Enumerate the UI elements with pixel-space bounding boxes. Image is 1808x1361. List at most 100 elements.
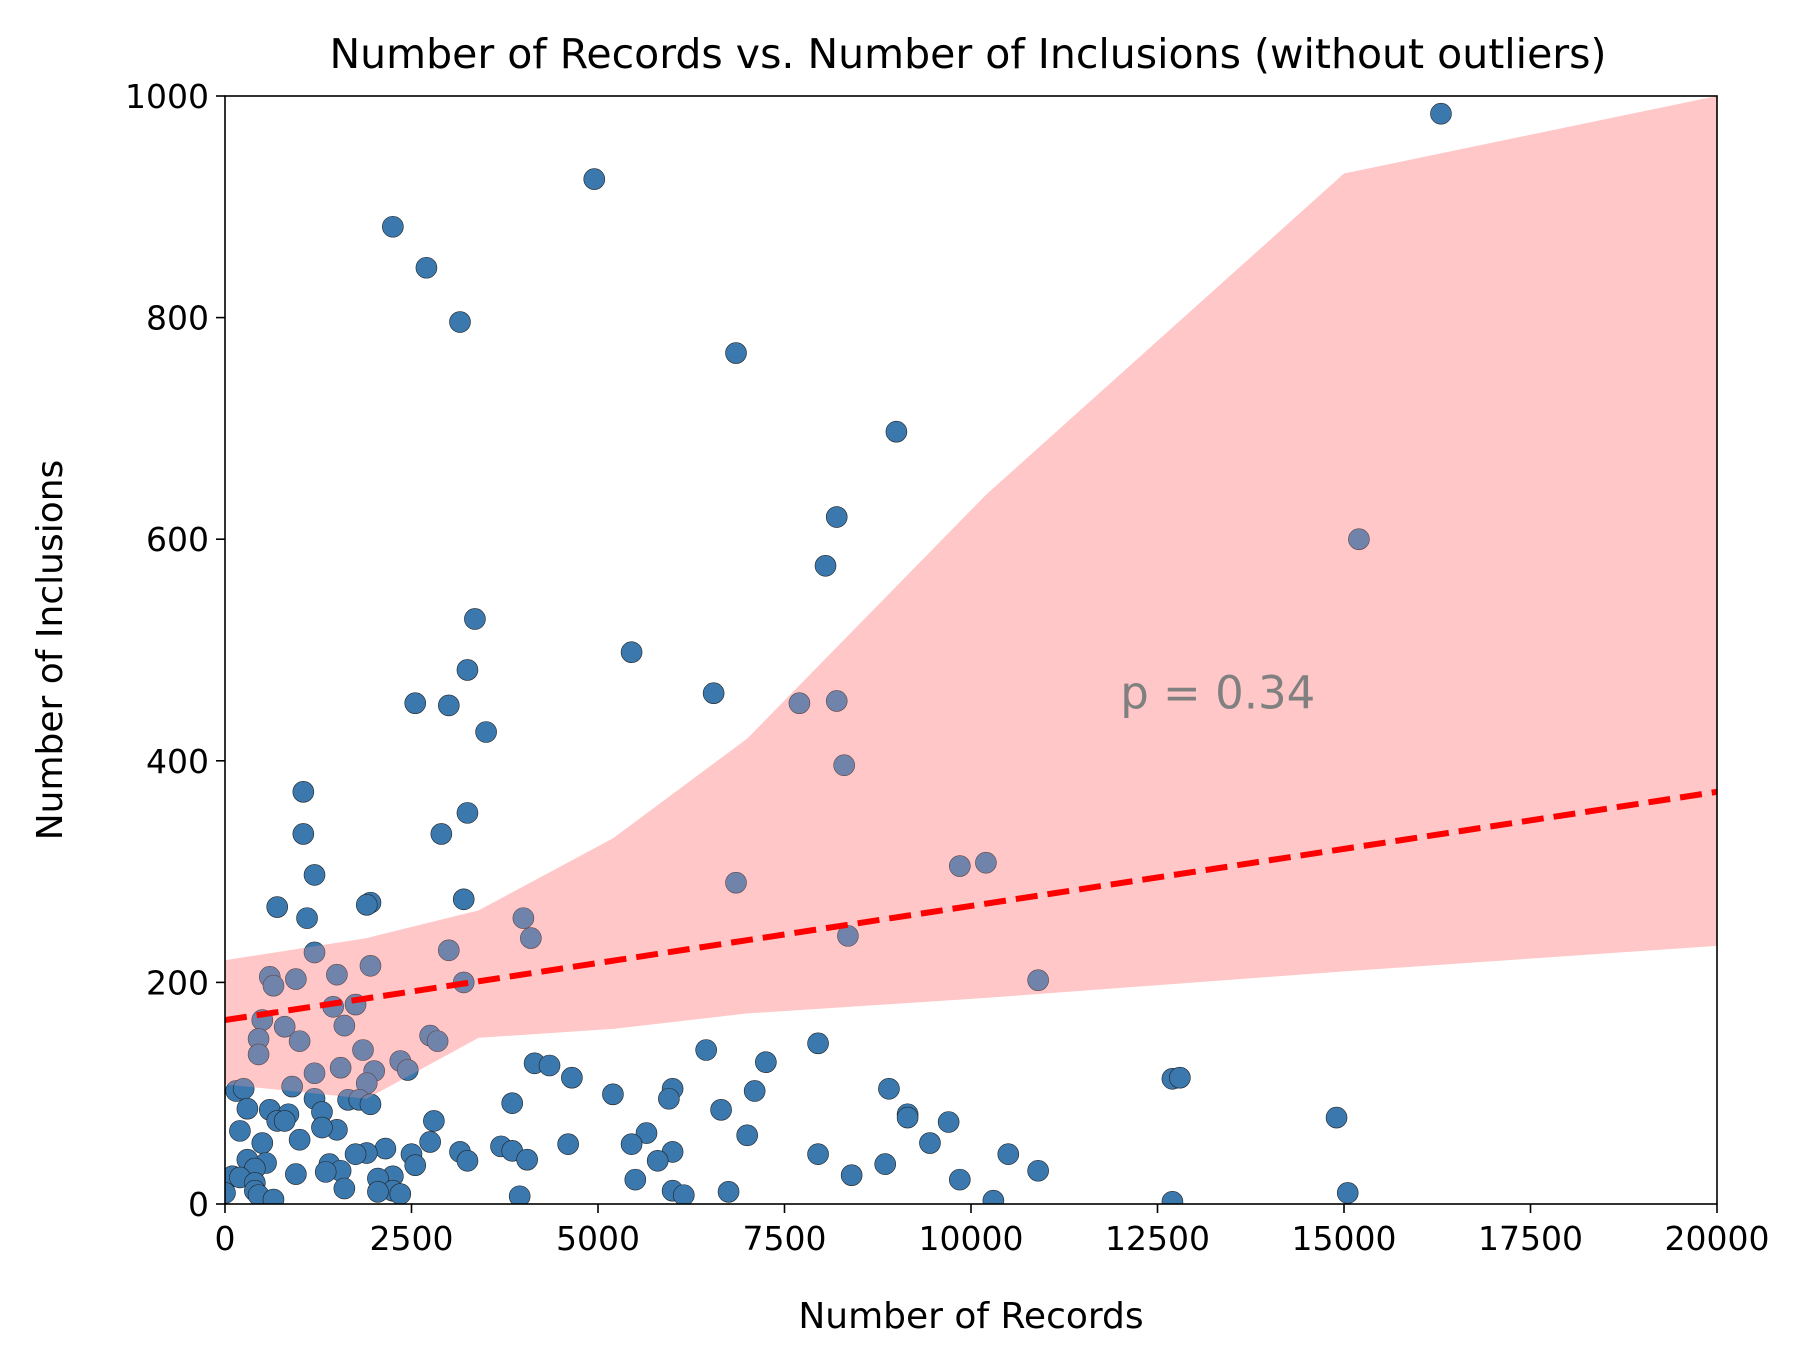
data-point xyxy=(620,1133,643,1155)
data-point xyxy=(437,939,460,962)
data-point xyxy=(355,894,378,916)
data-point xyxy=(997,1143,1020,1165)
data-point xyxy=(1348,528,1370,551)
data-point xyxy=(430,823,453,845)
data-point xyxy=(456,1149,479,1172)
data-point xyxy=(919,1132,941,1154)
data-point xyxy=(710,1099,732,1121)
data-point xyxy=(404,1154,427,1177)
data-point xyxy=(743,1080,766,1102)
y-tick-label: 0 xyxy=(188,1185,209,1224)
data-point xyxy=(329,1056,352,1079)
data-point xyxy=(333,1014,356,1037)
data-point xyxy=(303,864,326,886)
data-point xyxy=(825,690,848,712)
x-tick-label: 15000 xyxy=(1292,1219,1397,1258)
data-point xyxy=(725,342,747,364)
x-tick-label: 12500 xyxy=(1105,1219,1210,1258)
y-axis-ticks: 0 200 400 600 800 1000 xyxy=(125,77,225,1224)
p-value-annotation: p = 0.34 xyxy=(1120,666,1315,719)
data-point xyxy=(512,907,535,929)
data-point xyxy=(807,1143,829,1165)
data-point xyxy=(1325,1106,1348,1129)
y-tick-label: 600 xyxy=(146,520,209,559)
data-point xyxy=(702,682,725,705)
data-point xyxy=(423,1110,445,1132)
data-point xyxy=(396,1059,419,1081)
data-point xyxy=(374,1137,397,1160)
data-point xyxy=(538,1054,561,1077)
data-point xyxy=(646,1149,669,1172)
data-point xyxy=(314,1161,337,1183)
y-tick-label: 400 xyxy=(146,742,209,781)
data-point xyxy=(561,1066,583,1089)
confidence-band-overlay xyxy=(225,96,1717,1099)
data-point xyxy=(672,1184,695,1204)
data-point xyxy=(1161,1190,1184,1204)
data-point xyxy=(508,1185,531,1204)
data-point xyxy=(288,1128,311,1151)
x-tick-label: 5000 xyxy=(556,1219,640,1258)
data-point xyxy=(288,1030,311,1052)
data-point xyxy=(1336,1182,1359,1204)
x-tick-label: 7500 xyxy=(743,1219,827,1258)
data-point xyxy=(281,1075,303,1098)
x-tick-label: 20000 xyxy=(1665,1219,1770,1258)
data-point xyxy=(658,1087,680,1110)
data-point xyxy=(788,692,811,714)
data-point xyxy=(878,1077,900,1100)
data-point xyxy=(326,963,348,986)
data-point xyxy=(635,1122,658,1144)
data-point xyxy=(1027,1159,1049,1182)
data-point xyxy=(1430,102,1452,125)
data-point xyxy=(874,1153,897,1175)
y-tick-label: 1000 xyxy=(125,77,209,116)
data-point xyxy=(896,1106,919,1129)
data-point xyxy=(1027,969,1049,991)
data-point xyxy=(982,1189,1005,1204)
regression-line-layer xyxy=(225,788,1717,1024)
x-tick-label: 17500 xyxy=(1478,1219,1583,1258)
data-point xyxy=(426,1030,449,1052)
data-point xyxy=(262,974,285,997)
y-tick-label: 800 xyxy=(146,299,209,338)
data-point xyxy=(303,941,326,964)
data-point xyxy=(885,420,908,443)
data-point xyxy=(344,1143,367,1165)
data-point xyxy=(717,1181,740,1203)
data-point xyxy=(273,1110,296,1132)
data-point xyxy=(725,871,747,894)
data-point xyxy=(825,506,848,528)
data-point xyxy=(367,1181,389,1203)
data-point xyxy=(419,1131,441,1153)
data-point xyxy=(292,823,315,845)
data-point xyxy=(807,1032,829,1055)
data-point xyxy=(464,608,486,630)
data-point xyxy=(382,215,404,238)
data-point xyxy=(285,1163,307,1185)
points-layer xyxy=(225,96,1717,1204)
data-point xyxy=(229,1120,251,1142)
data-point xyxy=(359,1093,382,1116)
data-point xyxy=(516,1148,538,1171)
data-point xyxy=(624,1168,647,1191)
data-point xyxy=(583,168,606,190)
data-point xyxy=(311,1116,333,1139)
data-point xyxy=(937,1111,960,1133)
data-point xyxy=(415,256,438,279)
data-point xyxy=(456,802,479,824)
chart-title: Number of Records vs. Number of Inclusio… xyxy=(329,30,1606,78)
data-point xyxy=(501,1092,524,1114)
x-tick-label: 10000 xyxy=(919,1219,1024,1258)
data-point xyxy=(292,781,315,803)
data-point xyxy=(736,1124,759,1147)
data-point xyxy=(236,1097,259,1120)
regression-line xyxy=(225,788,1717,1024)
data-point xyxy=(352,1039,374,1061)
data-point xyxy=(359,954,382,977)
data-point xyxy=(251,1132,274,1154)
data-point xyxy=(837,925,859,947)
data-point xyxy=(285,968,307,990)
x-tick-label: 0 xyxy=(215,1219,236,1258)
